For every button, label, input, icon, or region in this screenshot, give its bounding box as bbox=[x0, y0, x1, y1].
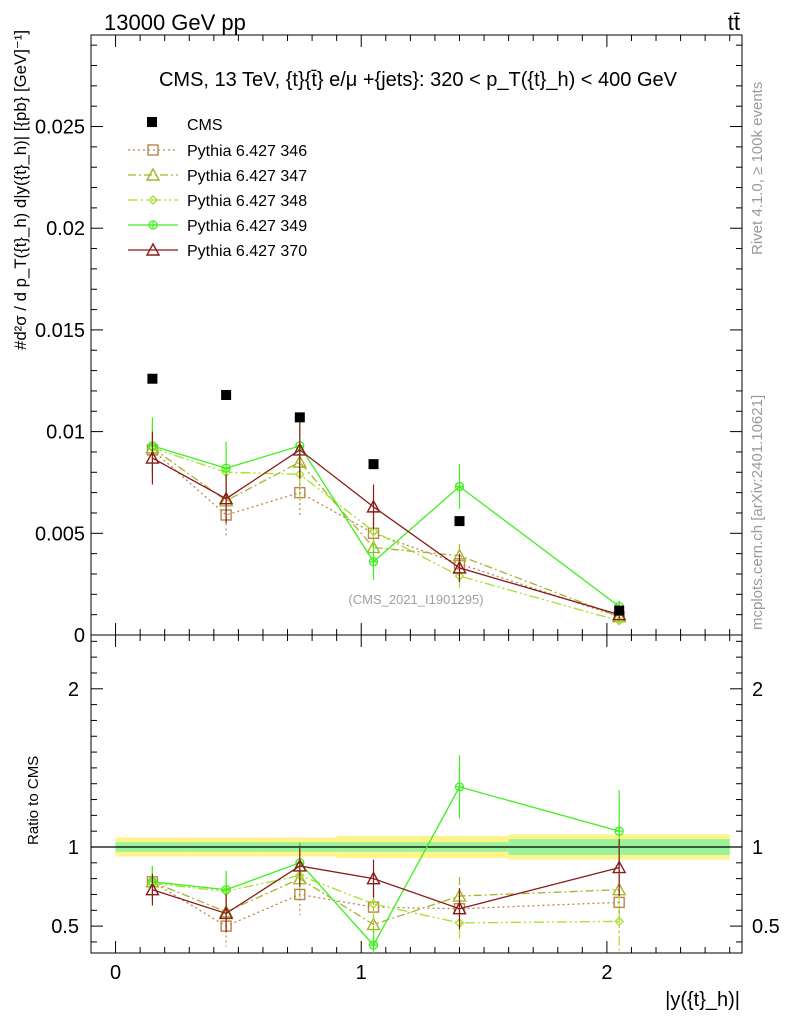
ratio-point-2 bbox=[614, 916, 625, 927]
ratio-point-3-cross bbox=[455, 782, 464, 791]
ratio-ytick-label-1: 1 bbox=[68, 837, 79, 859]
main-ytick-label-2: 0.01 bbox=[46, 422, 85, 444]
ratio-point-4 bbox=[292, 858, 307, 872]
legend: CMS Pythia 6.427 346 Pythia 6.427 347 Pythi… bbox=[128, 117, 307, 260]
series-point-4 bbox=[145, 450, 160, 464]
main-ytick-label-4: 0.02 bbox=[46, 218, 85, 240]
legend-marker-data bbox=[147, 117, 157, 127]
ratio-point-3-cross bbox=[222, 885, 231, 894]
rivet-label: Rivet 4.1.0, ≥ 100k events bbox=[749, 82, 766, 255]
series-point-2 bbox=[368, 526, 379, 537]
ratio-point-4 bbox=[452, 901, 467, 915]
ratio-point-4 bbox=[366, 871, 381, 885]
series-point-3-cross bbox=[455, 482, 464, 491]
series-point-4 bbox=[218, 491, 234, 505]
data-point bbox=[368, 459, 379, 470]
ratio-point-4 bbox=[145, 882, 160, 896]
legend-label-1: Pythia 6.427 347 bbox=[187, 168, 307, 185]
main-ytick-label-5: 0.025 bbox=[35, 117, 85, 139]
ratio-series-4 bbox=[145, 839, 627, 933]
ratio-ytick-label-2: 2 bbox=[68, 679, 79, 701]
mcplots-label: mcplots.cern.ch [arXiv:2401.10621] bbox=[749, 395, 766, 630]
ratio-line-4 bbox=[152, 865, 620, 915]
ratio-ytick-label-right-1: 1 bbox=[752, 837, 763, 859]
ratio-line-1 bbox=[152, 877, 620, 926]
legend-marker-0 bbox=[147, 144, 159, 156]
ratio-ytick-label-right-0: 0.5 bbox=[752, 916, 780, 938]
series-point-4 bbox=[452, 560, 467, 574]
ratio-xtick-label-1: 1 bbox=[356, 962, 367, 984]
watermark: (CMS_2021_I1901295) bbox=[348, 592, 483, 607]
ratio-ytick-label-0: 0.5 bbox=[51, 916, 79, 938]
series-line-0 bbox=[151, 449, 620, 618]
legend-label-2: Pythia 6.427 348 bbox=[187, 193, 307, 210]
main-title: CMS, 13 TeV, {t}{t̄} e/μ +{jets}: 320 < … bbox=[159, 69, 678, 91]
legend-label-0: Pythia 6.427 346 bbox=[187, 143, 307, 160]
legend-label-3: Pythia 6.427 349 bbox=[187, 218, 307, 235]
legend-marker-2 bbox=[148, 195, 158, 205]
legend-label-data: CMS bbox=[187, 117, 223, 134]
ratio-line-2 bbox=[152, 874, 620, 924]
data-point bbox=[454, 516, 465, 527]
data-point bbox=[614, 605, 625, 616]
ratio-xtick-label-0: 0 bbox=[110, 962, 121, 984]
legend-marker-3-cross bbox=[149, 221, 157, 229]
ratio-series-1 bbox=[145, 858, 627, 939]
legend-label-4: Pythia 6.427 370 bbox=[187, 243, 307, 260]
main-ylabel: #d²σ / d p_T({t}_h) d|y({t}_h)| [{pb} [G… bbox=[11, 30, 30, 350]
data-point bbox=[294, 412, 305, 423]
ratio-line-3 bbox=[152, 786, 620, 947]
series-point-4 bbox=[366, 499, 381, 513]
series-point-3-cross bbox=[369, 557, 378, 566]
main-ytick-label-0: 0 bbox=[74, 625, 85, 647]
ratio-ytick-label-right-2: 2 bbox=[752, 679, 763, 701]
ratio-plot-frame bbox=[90, 634, 743, 954]
ratio-ylabel: Ratio to CMS bbox=[25, 756, 42, 845]
data-series bbox=[147, 373, 625, 616]
header-left: 13000 GeV pp bbox=[104, 10, 246, 35]
legend-marker-4 bbox=[145, 242, 161, 256]
main-ytick-label-3: 0.015 bbox=[35, 320, 85, 342]
ratio-point-0 bbox=[294, 888, 306, 901]
ratio-series-2 bbox=[147, 854, 625, 953]
ratio-panel: 0.5 0.5 1 1 2 2 0 1 2 Ratio to CMS |y({t}_h)| bbox=[25, 634, 780, 1011]
legend-marker-1 bbox=[145, 167, 161, 181]
series-line-4 bbox=[152, 449, 620, 616]
xlabel: |y({t}_h)| bbox=[665, 989, 740, 1011]
series-4 bbox=[145, 421, 627, 621]
ratio-xtick-label-2: 2 bbox=[601, 962, 612, 984]
data-point bbox=[147, 373, 158, 384]
ratio-line-0 bbox=[152, 881, 620, 927]
series-line-3 bbox=[152, 445, 620, 608]
main-ytick-label-1: 0.005 bbox=[35, 523, 85, 545]
series-point-3-cross bbox=[222, 464, 231, 473]
data-point bbox=[221, 390, 232, 400]
ratio-point-4 bbox=[218, 905, 234, 920]
ratio-series-0 bbox=[146, 865, 625, 947]
ratio-point-2 bbox=[368, 899, 379, 909]
ratio-point-3-cross bbox=[615, 827, 624, 836]
ratio-point-4 bbox=[611, 860, 627, 874]
series-point-4 bbox=[292, 442, 307, 456]
main-panel: 0 0.005 0.01 0.015 0.02 0.025 CMS, 13 TeV, {t… bbox=[11, 30, 743, 647]
header-right: tt̄ bbox=[728, 10, 740, 35]
ratio-point-3-cross bbox=[369, 941, 378, 950]
